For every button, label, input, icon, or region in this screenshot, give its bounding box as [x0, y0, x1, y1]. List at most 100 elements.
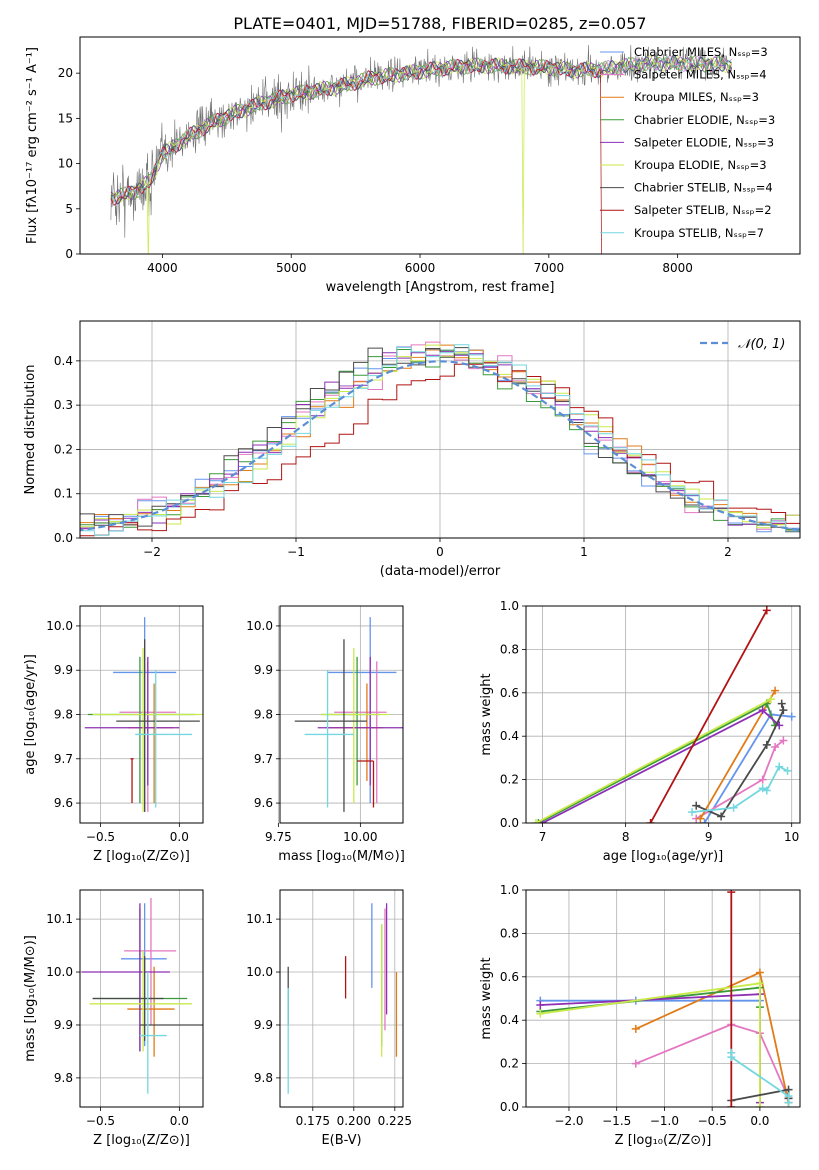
legend-label-salpeter_elodie: Salpeter ELODIE, Nₛₛₚ=3 [634, 135, 774, 149]
weight_vs_age-marker-kroupa_miles [696, 814, 705, 823]
age_vs_Z-ytick-label: 9.7 [54, 752, 73, 766]
age_vs_Z-ytick-label: 10.0 [46, 619, 73, 633]
weight_vs_Z-ytick-label: 0.8 [500, 926, 519, 940]
age_vs_mass-xtick-label: 9.75 [265, 830, 292, 844]
residual-legend-label: 𝒩(0, 1) [738, 337, 785, 352]
weight_vs_Z-xtick-label: 0.0 [750, 1114, 769, 1128]
spectrum-ylabel: Flux [fλ10⁻¹⁷ erg cm⁻² s⁻¹ A⁻¹] [25, 47, 40, 244]
residuals-ytick-label: 0.1 [54, 487, 73, 501]
weight_vs_Z-marker-kroupa_miles [755, 968, 764, 977]
age_vs_Z-xtick-label: −0.5 [86, 830, 115, 844]
spectrum-axes: 4000 5000 6000 7000 8000 0 5 10 15 20 wavelength [… [25, 47, 693, 295]
weight_vs_Z-xtick-label: −1.0 [650, 1114, 679, 1128]
mass_vs_ebv-ytick-label: 9.8 [254, 1071, 273, 1085]
weight_vs_Z-frame [525, 889, 801, 1108]
spectrum-ytick-label: 0 [65, 247, 73, 261]
spectrum-xtick-label: 5000 [276, 261, 307, 275]
histogram-salpeter_stelib [80, 362, 800, 537]
residuals-ytick-label: 0.2 [54, 442, 73, 456]
age_vs_mass-points [294, 617, 403, 812]
weight_vs_Z-marker-kroupa_miles [631, 1024, 640, 1033]
spectrum-legend: Chabrier MILES, Nₛₛₚ=3 Salpeter MILES, Nₛ… [600, 45, 775, 240]
weight_vs_age-ytick-label: 0.6 [500, 686, 519, 700]
normal-reference-line [80, 360, 800, 532]
residuals-xtick-label: 1 [580, 545, 588, 559]
weight_vs_Z-marker-kroupa_elodie [536, 1009, 545, 1018]
mass_vs_Z-ytick-label: 9.9 [54, 1018, 73, 1032]
residuals-frame [79, 320, 801, 539]
legend-label-chabrier_stelib: Chabrier STELIB, Nₛₛₚ=4 [634, 181, 773, 195]
mass_vs_Z-ytick-label: 9.8 [54, 1071, 73, 1085]
weight_vs_Z-line-salpeter_miles [635, 1023, 790, 1099]
weight_vs_Z-marker-salpeter_stelib [727, 1103, 736, 1107]
figure-title: PLATE=0401, MJD=51788, FIBERID=0285, z=0… [233, 14, 646, 33]
mass_vs_ebv-xlabel: E(B-V) [321, 1133, 361, 1148]
weight_vs_age-ylabel: mass weight [479, 673, 494, 755]
weight_vs_age-marker-chabrier_stelib [777, 699, 786, 708]
mass_vs_Z-ytick-label: 10.0 [46, 965, 73, 979]
weight_vs_age-marker-chabrier_stelib [762, 740, 771, 749]
weight_vs_age-marker-chabrier_miles [787, 712, 796, 721]
residuals-xtick-label: −2 [143, 545, 161, 559]
weight_vs_Z-xtick-label: −1.5 [602, 1114, 631, 1128]
age_vs_mass-ytick-label: 9.9 [254, 663, 273, 677]
mass_vs_ebv-frame [279, 889, 404, 1108]
histogram-kroupa_stelib [80, 344, 800, 536]
age_vs_mass-frame [279, 605, 404, 824]
residual-histograms [80, 341, 800, 537]
weight_vs_age-marker-chabrier_elodie [534, 819, 543, 823]
weight_vs_age-marker-kroupa_stelib [758, 784, 767, 793]
weight_vs_Z-ylabel: mass weight [479, 957, 494, 1039]
mass_vs_ebv-xtick-label: 0.200 [337, 1114, 371, 1128]
weight_vs_age-marker-salpeter_stelib [762, 606, 771, 615]
weight_vs_age-ytick-label: 1.0 [500, 599, 519, 613]
mass_vs_Z-xtick-label: −0.5 [86, 1114, 115, 1128]
age_vs_Z-ylabel: age [log₁₀(age/yr)] [23, 654, 38, 775]
weight_vs_age-marker-chabrier_stelib [692, 801, 701, 810]
spectrum-xtick-label: 7000 [534, 261, 565, 275]
age_vs_Z-ytick-label: 9.6 [54, 796, 73, 810]
age_vs_Z-points [84, 617, 203, 812]
age_vs_Z-ytick-label: 9.9 [54, 663, 73, 677]
mass_vs_ebv-ytick-label: 9.9 [254, 1018, 273, 1032]
mass_vs_Z-frame [79, 889, 204, 1108]
mass_vs_Z-ytick-label: 10.1 [46, 912, 73, 926]
residuals-ytick-label: 0.3 [54, 398, 73, 412]
weight_vs_age-line-kroupa_stelib [692, 765, 788, 813]
spectrum-ytick-label: 10 [58, 157, 73, 171]
model-spectrum-line-kroupa_stelib [110, 55, 733, 206]
age_vs_mass-ytick-label: 10.0 [246, 619, 273, 633]
spectrum-xtick-label: 4000 [147, 261, 178, 275]
age_vs_mass-xtick-label: 10.00 [343, 830, 377, 844]
weight_vs_age-ytick-label: 0.2 [500, 773, 519, 787]
legend-label-chabrier_elodie: Chabrier ELODIE, Nₛₛₚ=3 [634, 113, 775, 127]
weight_vs_Z-marker-kroupa_stelib [784, 1098, 793, 1107]
weight_vs_age-marker-kroupa_stelib [783, 766, 792, 775]
mass_vs_ebv-ytick-label: 10.1 [246, 912, 273, 926]
weight_vs_Z-marker-salpeter_miles [631, 1059, 640, 1068]
residuals-xtick-label: 2 [724, 545, 732, 559]
spectrum-ytick-label: 20 [58, 66, 73, 80]
residuals-axes: −2 −1 0 1 2 0.0 0.1 0.2 0.3 0.4 (data-model)/error… [23, 321, 800, 579]
legend-label-chabrier_miles: Chabrier MILES, Nₛₛₚ=3 [634, 45, 768, 59]
weight_vs_age-xtick-label: 7 [539, 830, 547, 844]
weight_vs_age-axes: 7 8 9 10 0.0 0.2 0.4 0.6 0.8 1.0 age [log₁₀(age/yr… [479, 599, 800, 864]
weight_vs_Z-ytick-label: 1.0 [500, 883, 519, 897]
weight_vs_age-marker-kroupa_elodie [531, 819, 540, 823]
residuals-ylabel: Normed distribution [23, 365, 38, 495]
weight_vs_age-marker-salpeter_miles [758, 775, 767, 784]
mass_vs_ebv-xtick-label: 0.225 [378, 1114, 412, 1128]
mass_vs_ebv-axes: 0.175 0.200 0.225 9.8 9.9 10.0 10.1 E(B-V) [246, 890, 412, 1148]
weight_vs_age-line-kroupa_elodie [535, 698, 772, 823]
mass_vs_Z-points [81, 897, 203, 1094]
residuals-xtick-label: −1 [287, 545, 305, 559]
weight_vs_age-marker-salpeter_elodie [758, 706, 767, 715]
weight_vs_age-series [531, 606, 796, 823]
weight_vs_Z-series [536, 890, 793, 1107]
weight_vs_Z-marker-kroupa_elodie [755, 1103, 764, 1107]
weight_vs_Z-marker-kroupa_stelib [727, 1053, 736, 1062]
weight_vs_Z-marker-kroupa_elodie [755, 979, 764, 988]
weight_vs_age-xlabel: age [log₁₀(age/yr)] [603, 849, 724, 864]
weight_vs_Z-xtick-label: −2.0 [554, 1114, 583, 1128]
legend-label-kroupa_elodie: Kroupa ELODIE, Nₛₛₚ=3 [634, 158, 767, 172]
